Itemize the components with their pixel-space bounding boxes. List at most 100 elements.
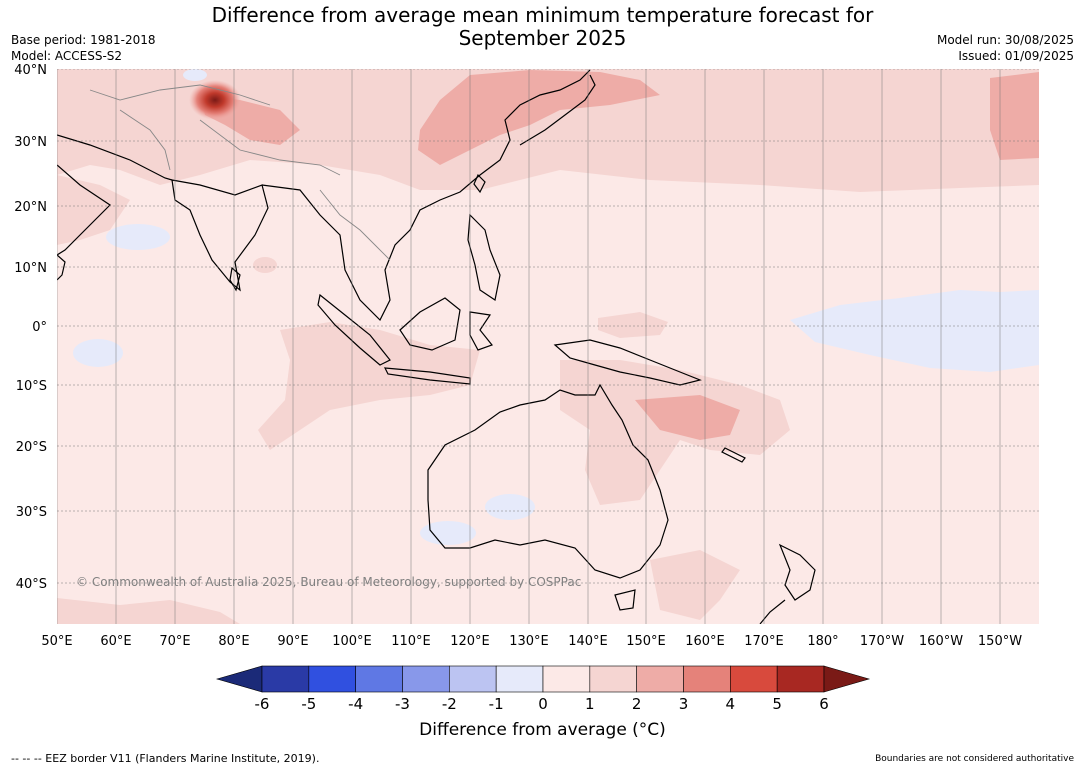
lon-label: 170°E xyxy=(744,634,784,649)
lon-label: 120°E xyxy=(450,634,490,649)
colorbar-segment xyxy=(261,665,310,693)
lon-label: 180° xyxy=(807,634,838,649)
coast-philippines xyxy=(467,213,501,301)
coast-india xyxy=(171,179,269,292)
lon-label: 150°E xyxy=(626,634,666,649)
anomaly-region-indian-ocean xyxy=(258,322,480,450)
colorbar-segment xyxy=(402,665,450,693)
colorbar-tick-label: 1 xyxy=(585,695,595,713)
coast-africa-horn xyxy=(57,254,66,281)
coast-tasmania xyxy=(614,589,636,611)
colorbar-tick-label: 6 xyxy=(819,695,829,713)
lat-label: 40°N xyxy=(14,63,47,78)
lon-label: 160°W xyxy=(919,634,963,649)
anomaly-region-southern-ocean xyxy=(420,521,476,545)
coast-mainland-asia xyxy=(57,69,591,322)
colorbar-segments xyxy=(261,665,825,693)
colorbar-tick-label: -6 xyxy=(255,695,270,713)
anomaly-region-tasman xyxy=(650,550,740,620)
colorbar-under-arrow xyxy=(215,665,263,693)
anomaly-region-north-band xyxy=(57,69,1039,192)
anomaly-region-gab xyxy=(485,494,535,520)
lat-label: 0° xyxy=(32,320,47,335)
colorbar-segment xyxy=(683,665,731,693)
border-indochina xyxy=(319,189,391,261)
lon-label: 110°E xyxy=(391,634,431,649)
border-himalaya xyxy=(199,119,341,176)
colorbar-tick-label: 4 xyxy=(726,695,736,713)
anomaly-region-coral-sea xyxy=(635,395,740,440)
title-line-1: Difference from average mean minimum tem… xyxy=(211,3,874,27)
lat-label: 30°S xyxy=(16,505,47,520)
coast-australia xyxy=(427,383,669,579)
colorbar-tick-labels: -6 -5 -4 -3 -2 -1 0 1 2 3 4 5 6 xyxy=(255,695,829,713)
coast-sri-lanka xyxy=(229,266,241,292)
eez-note: -- -- -- EEZ border V11 (Flanders Marine… xyxy=(11,752,320,765)
country-borders xyxy=(89,84,391,261)
run-info: Model run: 30/08/2025 Issued: 01/09/2025 xyxy=(937,32,1074,64)
coast-new-caledonia xyxy=(721,447,746,463)
anomaly-region-png xyxy=(598,312,668,338)
colorbar-segment xyxy=(589,665,637,693)
coast-sumatra xyxy=(317,293,391,366)
colorbar-tick-label: -2 xyxy=(442,695,457,713)
border-central-asia xyxy=(89,84,271,106)
lat-label: 20°N xyxy=(14,200,47,215)
lat-label: 10°N xyxy=(14,261,47,276)
lat-label: 40°S xyxy=(16,577,47,592)
lon-label: 160°E xyxy=(685,634,725,649)
colorbar-segment xyxy=(776,665,825,693)
colorbar-segment xyxy=(355,665,403,693)
title-line-2: September 2025 xyxy=(458,26,627,50)
anomaly-region-north-pacific xyxy=(990,72,1039,160)
lon-label: 140°E xyxy=(568,634,608,649)
lon-label: 60°E xyxy=(100,634,131,649)
colorbar-segment xyxy=(730,665,778,693)
base-info: Base period: 1981-2018 Model: ACCESS-S2 xyxy=(11,32,156,64)
lon-label: 170°W xyxy=(860,634,904,649)
latitude-labels: 40°N 30°N 20°N 10°N 0° 10°S 20°S 30°S 40… xyxy=(14,63,47,592)
colorbar-segment xyxy=(636,665,684,693)
colorbar-tick-label: 5 xyxy=(772,695,782,713)
colorbar-tick-label: 3 xyxy=(679,695,689,713)
lat-label: 10°S xyxy=(16,379,47,394)
colorbar-segment xyxy=(542,665,591,693)
colorbar-segment xyxy=(449,665,497,693)
model-name: Model: ACCESS-S2 xyxy=(11,49,123,63)
coast-taiwan xyxy=(473,173,486,194)
anomaly-region-arabian-sea xyxy=(106,224,170,250)
anomaly-region-north-west xyxy=(57,175,130,245)
colorbar: -6 -5 -4 -3 -2 -1 0 1 2 3 4 5 6 xyxy=(215,665,871,713)
base-period: Base period: 1981-2018 xyxy=(11,33,156,47)
issued-date: Issued: 01/09/2025 xyxy=(958,49,1074,63)
lon-label: 50°E xyxy=(41,634,72,649)
lon-label: 80°E xyxy=(218,634,249,649)
colorbar-tick-label: -4 xyxy=(348,695,363,713)
colorbar-tick-label: -1 xyxy=(489,695,504,713)
lat-label: 20°S xyxy=(16,440,47,455)
coast-new-guinea xyxy=(553,339,702,386)
lon-label: 150°W xyxy=(978,634,1022,649)
copyright-notice: © Commonwealth of Australia 2025, Bureau… xyxy=(76,575,581,589)
anomaly-region-southwest xyxy=(57,598,240,624)
longitude-labels: 50°E 60°E 70°E 80°E 90°E 100°E 110°E 120… xyxy=(41,634,1022,649)
anomaly-hotspot-karakoram xyxy=(189,80,241,120)
colorbar-over-arrow xyxy=(823,665,871,693)
colorbar-label: Difference from average (°C) xyxy=(419,720,666,740)
map-area: © Commonwealth of Australia 2025, Bureau… xyxy=(57,69,1039,624)
colorbar-tick-label: 0 xyxy=(538,695,548,713)
colorbar-segment xyxy=(495,665,544,693)
boundaries-note: Boundaries are not considered authoritat… xyxy=(875,754,1074,764)
coast-borneo xyxy=(399,297,461,351)
lon-label: 130°E xyxy=(509,634,549,649)
coastlines xyxy=(57,69,816,624)
colorbar-segment xyxy=(308,665,356,693)
graticule xyxy=(57,69,1039,624)
coast-new-zealand xyxy=(759,543,816,624)
lon-label: 90°E xyxy=(277,634,308,649)
anomaly-region-east-pacific xyxy=(790,290,1039,372)
colorbar-tick-label: -5 xyxy=(301,695,316,713)
lon-label: 70°E xyxy=(159,634,190,649)
anomaly-region-central-asia xyxy=(183,69,207,81)
